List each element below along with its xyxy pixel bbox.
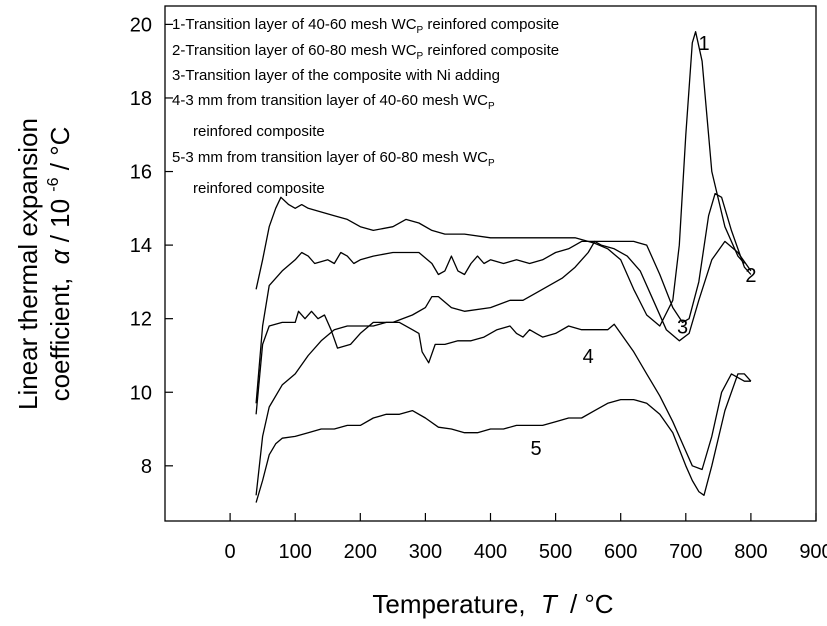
y-axis-title-unit-tail: / °C	[45, 127, 75, 171]
x-tick-label: 900	[799, 541, 827, 563]
series-line-5	[255, 373, 752, 503]
y-axis-title-prefix: coefficient,	[45, 278, 75, 402]
legend-entry: 5-3 mm from transition layer of 60-80 me…	[172, 149, 495, 169]
y-tick-label: 14	[130, 235, 152, 257]
series-line-3	[255, 240, 752, 415]
x-tick-label: 400	[474, 541, 507, 563]
legend-subscript: P	[488, 158, 495, 169]
x-tick-label: 600	[604, 541, 637, 563]
y-axis-title-exp: -6	[45, 177, 62, 191]
y-tick-label: 10	[130, 382, 152, 404]
x-axis-title-unit: / °C	[570, 589, 614, 619]
legend-subscript: P	[488, 101, 495, 112]
legend-text-part: 1-Transition layer of 40-60 mesh WC	[172, 16, 417, 33]
y-tick-label: 8	[141, 456, 152, 478]
legend-entry: 3-Transition layer of the composite with…	[172, 67, 500, 84]
y-tick-label: 12	[130, 309, 152, 331]
y-axis-title-unit: / 10	[45, 199, 75, 242]
series-label-5: 5	[531, 438, 542, 460]
legend-text-part: 4-3 mm from transition layer of 40-60 me…	[172, 92, 488, 109]
legend-text-part: 2-Transition layer of 60-80 mesh WC	[172, 42, 417, 59]
series-line-2	[255, 192, 752, 404]
x-axis-title: Temperature, T / °C	[372, 589, 613, 619]
legend-text-part: reinfored composite	[193, 123, 325, 140]
legend-subscript: P	[417, 25, 424, 36]
y-tick-label: 20	[130, 14, 152, 36]
legend-subscript: P	[417, 51, 424, 62]
x-axis-title-var: T	[541, 589, 559, 619]
legend-entry: 4-3 mm from transition layer of 40-60 me…	[172, 92, 495, 112]
series-label-2: 2	[745, 265, 756, 287]
x-tick-label: 300	[409, 541, 442, 563]
legend-text-part: reinfored composite	[423, 42, 559, 59]
curve-group: 1 2 3 4 5	[255, 31, 756, 503]
legend-text-part: 3-Transition layer of the composite with…	[172, 67, 500, 84]
x-tick-label: 100	[279, 541, 312, 563]
legend-entry: 2-Transition layer of 60-80 mesh WCP rei…	[172, 42, 559, 62]
legend-entry: reinfored composite	[193, 180, 325, 197]
legend-text-part: reinfored composite	[423, 16, 559, 33]
legend-text-part: reinfored composite	[193, 180, 325, 197]
x-tick-label: 0	[225, 541, 236, 563]
x-tick-label: 200	[344, 541, 377, 563]
y-axis-title-line2: coefficient, α / 10 -6 / °C	[34, 127, 75, 402]
legend: 1-Transition layer of 40-60 mesh WCP rei…	[172, 16, 559, 197]
x-axis-title-main: Temperature,	[372, 589, 525, 619]
series-label-3: 3	[677, 316, 688, 338]
y-axis-title-symbol: α	[45, 248, 75, 264]
x-tick-label: 700	[669, 541, 702, 563]
series-label-4: 4	[583, 346, 594, 368]
series-label-1: 1	[698, 33, 709, 55]
y-axis-title-line1: Linear thermal expansion	[13, 118, 43, 410]
tick-group: 0100200300400500600700800900810121416182…	[130, 14, 827, 563]
x-tick-label: 800	[734, 541, 767, 563]
y-axis-title: Linear thermal expansion coefficient, α …	[13, 118, 75, 410]
series-line-4	[255, 321, 751, 496]
x-tick-label: 500	[539, 541, 572, 563]
y-tick-label: 16	[130, 162, 152, 184]
y-tick-label: 18	[130, 88, 152, 110]
series-line-1	[255, 31, 745, 327]
legend-entry: reinfored composite	[193, 123, 325, 140]
legend-text-part: 5-3 mm from transition layer of 60-80 me…	[172, 149, 488, 166]
legend-entry: 1-Transition layer of 40-60 mesh WCP rei…	[172, 16, 559, 36]
